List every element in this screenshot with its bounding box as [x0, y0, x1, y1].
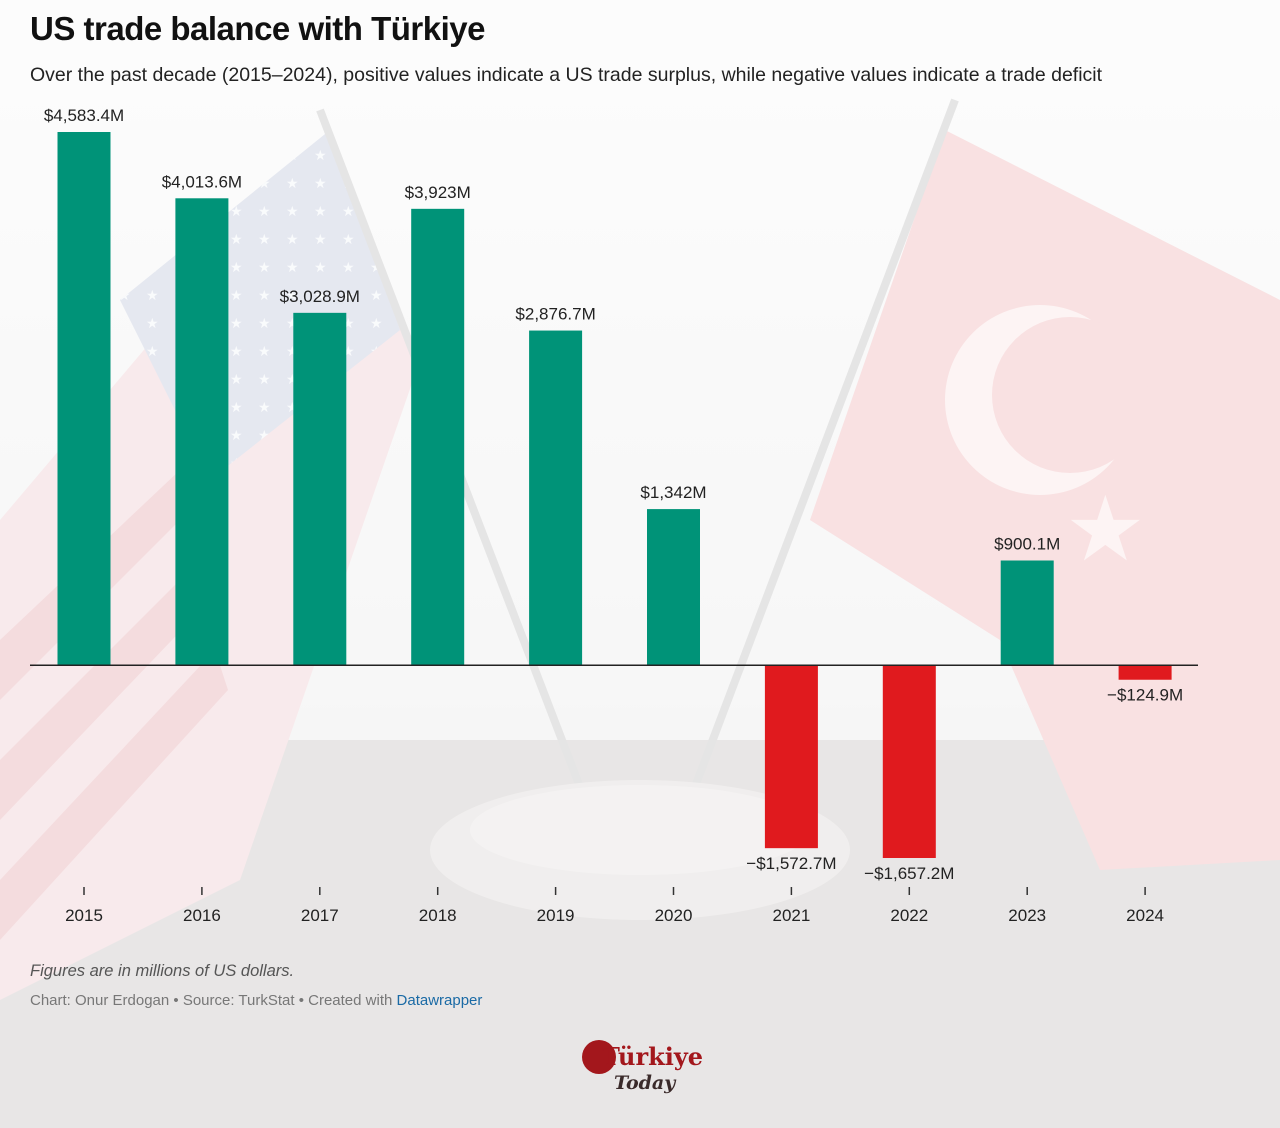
datawrapper-link[interactable]: Datawrapper: [396, 992, 483, 1009]
data-label-2020: $1,342M: [640, 483, 706, 502]
data-label-2023: $900.1M: [994, 534, 1060, 553]
bar-2023: [1000, 560, 1054, 666]
data-label-2019: $2,876.7M: [515, 305, 595, 324]
bar-2015: [57, 132, 111, 666]
chart-credits: Chart: Onur Erdogan • Source: TurkStat •…: [30, 992, 482, 1009]
data-label-2017: $3,028.9M: [280, 287, 360, 306]
bar-chart: $4,583.4M 2015 $4,013.6M 2016 $3,028.9M 2017 $…: [30, 106, 1198, 925]
x-tick-label-2022: 2022: [890, 906, 928, 925]
x-tick-label-2017: 2017: [301, 906, 339, 925]
bar-2017: [293, 312, 347, 666]
bar-2022: [882, 665, 936, 858]
x-tick-label-2016: 2016: [183, 906, 221, 925]
x-tick-label-2021: 2021: [772, 906, 810, 925]
data-label-2015: $4,583.4M: [44, 106, 124, 125]
data-label-2016: $4,013.6M: [162, 172, 242, 191]
chart-title: US trade balance with Türkiye: [30, 10, 485, 47]
data-label-2021: −$1,572.7M: [746, 854, 836, 873]
data-label-2022: −$1,657.2M: [864, 864, 954, 883]
x-tick-label-2020: 2020: [655, 906, 693, 925]
x-tick-label-2015: 2015: [65, 906, 103, 925]
svg-text:★: ★: [1065, 477, 1146, 582]
x-tick-label-2024: 2024: [1126, 906, 1164, 925]
logo-mark-icon: [582, 1040, 616, 1074]
bar-2016: [175, 198, 229, 666]
data-label-2024: −$124.9M: [1107, 686, 1183, 705]
bar-2019: [529, 330, 583, 666]
bar-2018: [411, 208, 465, 666]
bar-2021: [764, 665, 818, 849]
x-tick-label-2023: 2023: [1008, 906, 1046, 925]
logo-line2: Today: [614, 1072, 676, 1094]
bar-2024: [1118, 665, 1172, 680]
chart-notes: Figures are in millions of US dollars.: [30, 962, 295, 980]
chart-subtitle: Over the past decade (2015–2024), positi…: [30, 64, 1103, 86]
x-tick-label-2018: 2018: [419, 906, 457, 925]
credits-text: Chart: Onur Erdogan • Source: TurkStat •…: [30, 992, 397, 1009]
logo-line1: Türkiye: [602, 1042, 704, 1071]
data-label-2018: $3,923M: [405, 183, 471, 202]
bar-2020: [647, 509, 700, 666]
turkiye-today-logo: Türkiye Today: [582, 1038, 704, 1102]
x-tick-label-2019: 2019: [537, 906, 575, 925]
